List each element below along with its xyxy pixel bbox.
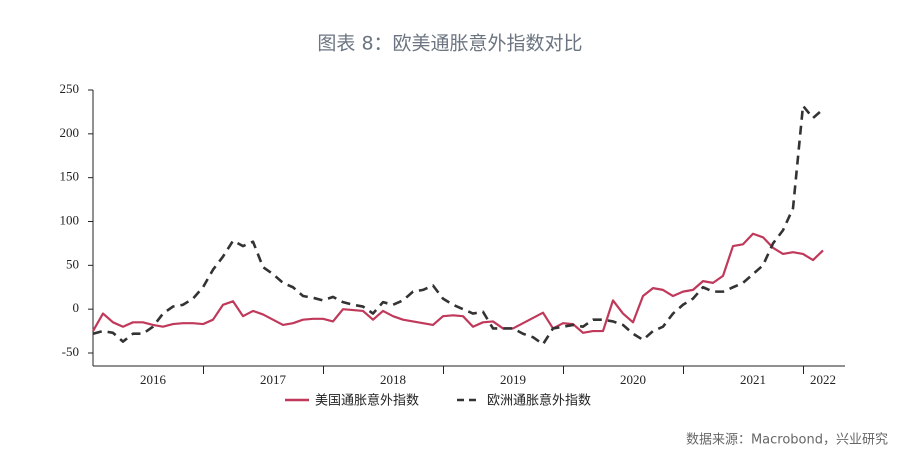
y-tick-label: 50 — [66, 256, 79, 271]
y-tick-label: 100 — [60, 212, 80, 227]
y-tick-label: 0 — [73, 300, 80, 315]
y-tick-label: 150 — [60, 169, 80, 184]
series-line — [92, 232, 824, 334]
x-tick-label: 2018 — [380, 372, 406, 387]
x-tick-label: 2019 — [500, 372, 526, 387]
legend-label: 美国通胀意外指数 — [315, 393, 419, 409]
chart-title: 图表 8：欧美通胀意外指数对比 — [317, 33, 582, 55]
x-tick-label: 2017 — [260, 372, 287, 387]
source-note: 数据来源：Macrobond，兴业研究 — [686, 433, 888, 448]
y-tick-label: 200 — [60, 125, 80, 140]
x-tick-label: 2020 — [620, 372, 646, 387]
x-tick-label: 2016 — [140, 372, 167, 387]
legend-label: 欧洲通胀意外指数 — [487, 393, 591, 409]
series-line — [92, 104, 824, 346]
x-tick-label: 2021 — [740, 372, 766, 387]
y-tick-label: -50 — [62, 344, 79, 359]
x-tick-label: 2022 — [810, 372, 836, 387]
y-tick-label: 250 — [60, 81, 80, 96]
